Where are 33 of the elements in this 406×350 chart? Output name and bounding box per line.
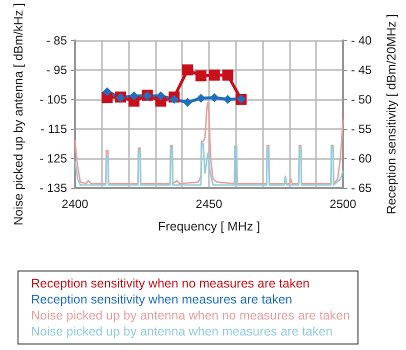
point — [182, 64, 194, 76]
point — [196, 94, 206, 103]
x-tick-label: 2450 — [196, 197, 223, 211]
text: Reception sensitivity when no measures are taken — [31, 276, 310, 290]
y-tick-label: - 135 — [40, 181, 68, 195]
point — [129, 91, 138, 100]
point — [156, 91, 166, 100]
point — [208, 70, 220, 81]
point — [183, 98, 192, 107]
line-series — [74, 142, 344, 186]
y2-tick-label: - 60 — [351, 151, 372, 166]
point — [222, 70, 234, 81]
y2-tick-label: - 45 — [351, 62, 372, 77]
x-tick-label: 2500 — [330, 197, 357, 211]
y-tick-label: - 85 — [46, 33, 68, 48]
y-tick-label: - 105 — [40, 92, 68, 106]
x-tick-label: 2400 — [62, 197, 89, 211]
text: Noise picked up by antenna when measures are taken — [31, 324, 333, 338]
x-axis-title: Frequency [ MHz ] — [158, 220, 260, 234]
point — [170, 94, 179, 104]
y2-tick-label: - 65 — [351, 181, 372, 195]
point — [195, 70, 206, 82]
text: Noise picked up by antenna when no measures are taken — [31, 308, 350, 322]
y-tick-label: - 115 — [40, 122, 68, 136]
y2-axis-title: Reception sensitivity [ dBm/20MHz ] — [384, 14, 398, 214]
y-tick-label: - 95 — [46, 62, 68, 77]
y2-tick-label: - 50 — [351, 92, 372, 106]
point — [102, 87, 112, 96]
y-axis-title: Noise picked up by antenna [ dBm/kHz ] — [12, 3, 26, 226]
y2-tick-label: - 55 — [351, 122, 372, 136]
y-tick-label: - 125 — [40, 151, 68, 166]
text: Reception sensitivity when measures are taken — [31, 292, 292, 306]
y2-tick-label: - 40 — [351, 33, 372, 48]
